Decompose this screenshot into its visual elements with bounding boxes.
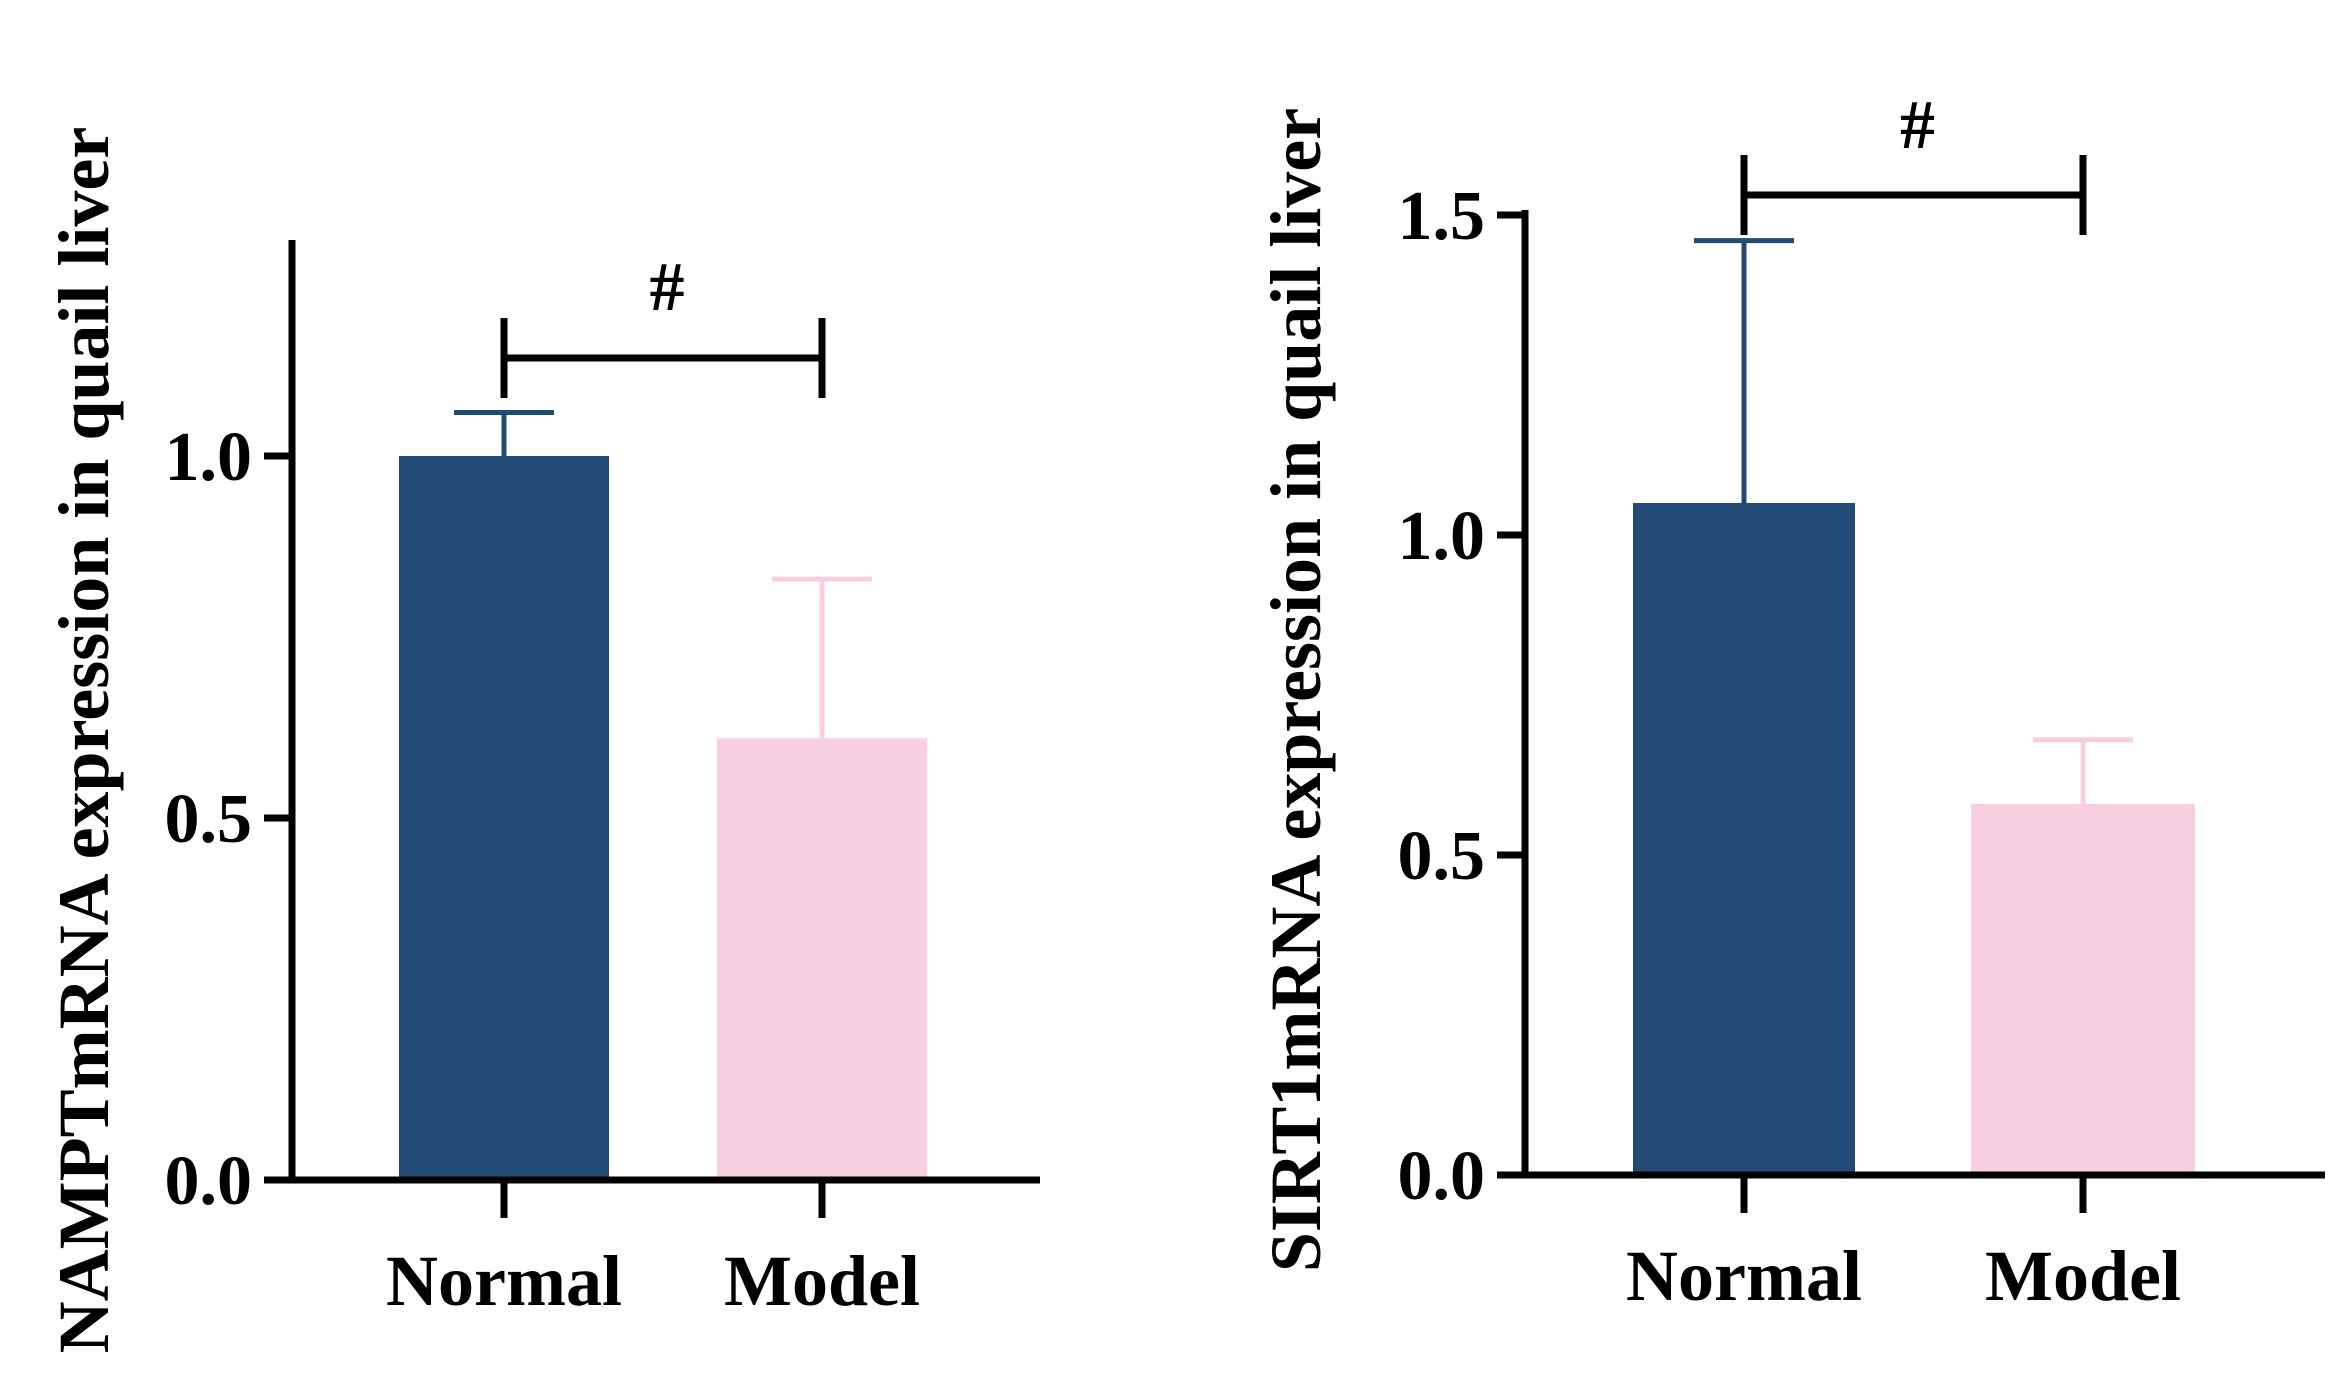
nampt-chart: 0.0 0.5 1.0 Normal Model NAMPTmRNA expression… bbox=[44, 127, 1040, 1354]
significance-label: # bbox=[1900, 87, 1935, 164]
y-tick-label: 1.5 bbox=[1398, 178, 1486, 255]
x-tick-label: Normal bbox=[1626, 1236, 1862, 1316]
bar-normal bbox=[399, 456, 609, 1180]
y-tick-label: 1.0 bbox=[165, 419, 253, 496]
sirt1-chart: 0.0 0.5 1.0 1.5 Normal Model SIRT1mRNA express… bbox=[1256, 87, 2325, 1316]
bar-model bbox=[1971, 803, 2195, 1175]
y-tick-label: 1.0 bbox=[1398, 498, 1486, 575]
x-tick-label: Model bbox=[1985, 1236, 2181, 1316]
y-axis-title: NAMPTmRNA expression in quail liver bbox=[44, 127, 124, 1354]
x-tick-label: Model bbox=[724, 1241, 920, 1321]
bar-model bbox=[717, 738, 927, 1180]
x-tick-label: Normal bbox=[386, 1241, 622, 1321]
y-axis-title: SIRT1mRNA expression in quail liver bbox=[1256, 108, 1336, 1272]
y-tick-label: 0.5 bbox=[1398, 818, 1486, 895]
y-tick-label: 0.5 bbox=[165, 781, 253, 858]
y-tick-label: 0.0 bbox=[165, 1143, 253, 1220]
bar-normal bbox=[1633, 503, 1855, 1175]
y-tick-label: 0.0 bbox=[1398, 1138, 1486, 1215]
significance-label: # bbox=[650, 249, 685, 326]
